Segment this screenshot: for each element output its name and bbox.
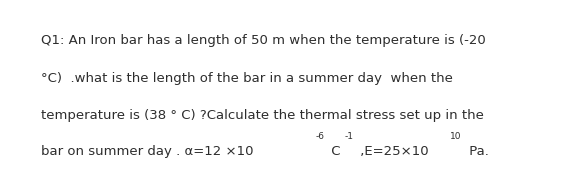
- Text: 10: 10: [450, 132, 461, 141]
- Text: bar on summer day . α=12 ×10: bar on summer day . α=12 ×10: [41, 146, 254, 158]
- Text: temperature is (38 ° C) ?Calculate the thermal stress set up in the: temperature is (38 ° C) ?Calculate the t…: [41, 109, 484, 122]
- Text: -1: -1: [344, 132, 354, 141]
- Text: C: C: [327, 146, 341, 158]
- Text: -6: -6: [316, 132, 325, 141]
- Text: °C)  .what is the length of the bar in a summer day  when the: °C) .what is the length of the bar in a …: [41, 72, 453, 85]
- Text: ,E=25×10: ,E=25×10: [357, 146, 429, 158]
- Text: Pa.: Pa.: [465, 146, 488, 158]
- Text: Q1: An Iron bar has a length of 50 m when the temperature is (-20: Q1: An Iron bar has a length of 50 m whe…: [41, 34, 486, 47]
